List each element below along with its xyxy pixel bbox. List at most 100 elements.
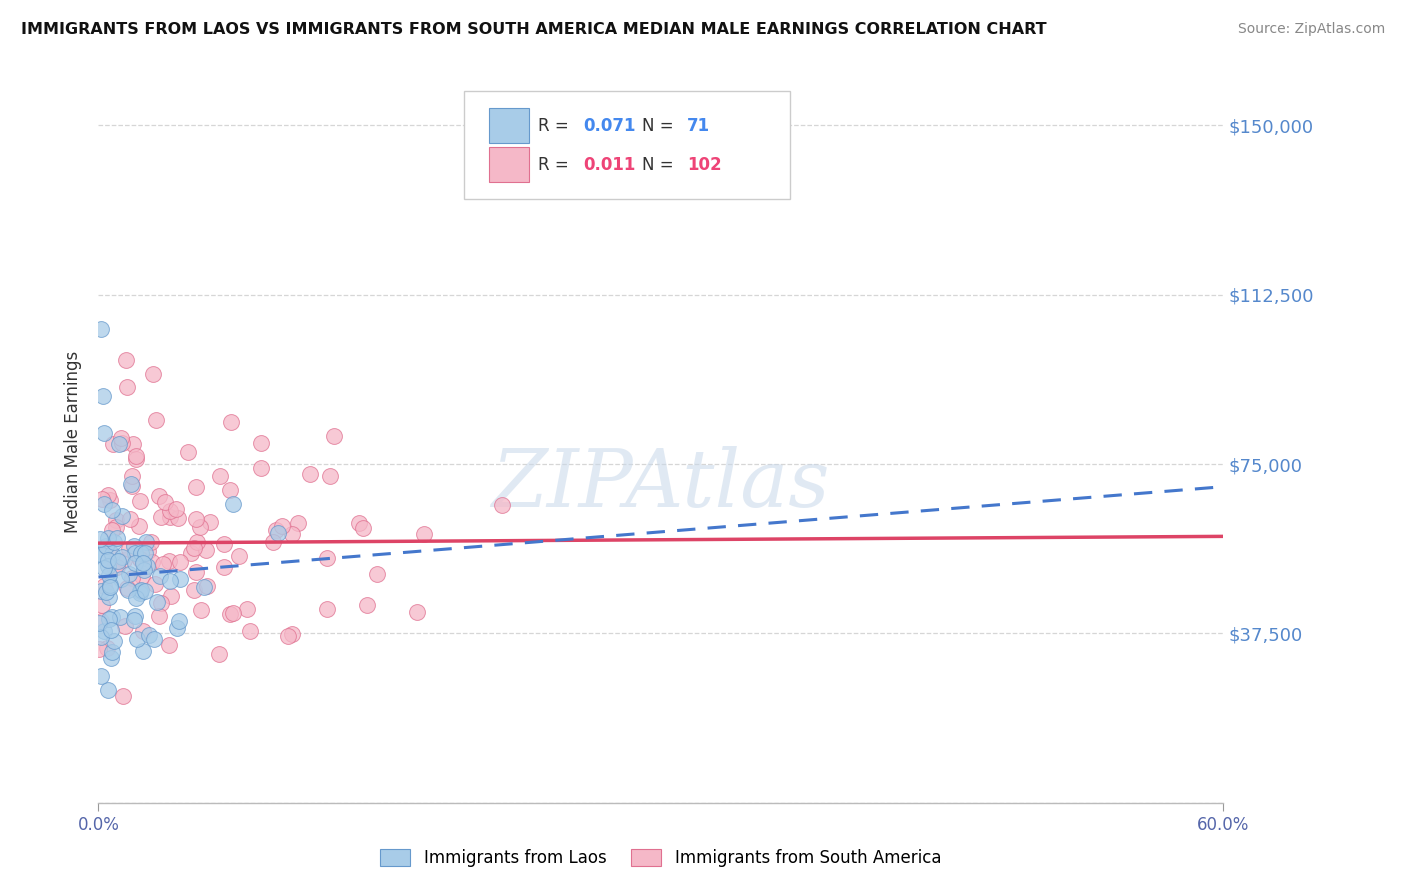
Point — [132, 557, 155, 571]
Point — [111, 435, 134, 450]
Point — [160, 590, 183, 604]
Point — [100, 623, 122, 637]
Point — [315, 551, 337, 566]
Point — [103, 634, 125, 648]
Point — [124, 546, 146, 560]
Point — [97, 682, 120, 697]
Point — [186, 566, 208, 580]
Point — [134, 583, 156, 598]
Point — [89, 532, 111, 546]
Point — [167, 615, 190, 629]
Point — [159, 510, 181, 524]
Text: R =: R = — [538, 117, 574, 135]
Text: 0.011: 0.011 — [583, 156, 636, 174]
Y-axis label: Median Male Earnings: Median Male Earnings — [65, 351, 83, 533]
Point — [222, 606, 245, 620]
Point — [111, 509, 134, 524]
Point — [138, 628, 160, 642]
Point — [98, 578, 121, 592]
FancyBboxPatch shape — [489, 147, 529, 182]
Point — [105, 513, 128, 527]
Point — [96, 585, 118, 599]
Point — [90, 321, 112, 335]
Point — [190, 520, 212, 534]
Point — [120, 477, 142, 491]
Point — [142, 368, 165, 382]
FancyBboxPatch shape — [464, 91, 790, 200]
Point — [195, 578, 218, 592]
Point — [153, 495, 176, 509]
Point — [124, 608, 146, 623]
Point — [134, 563, 156, 577]
Point — [129, 546, 152, 560]
Point — [413, 527, 436, 541]
Point — [281, 627, 304, 641]
Point — [121, 479, 143, 493]
Point — [136, 543, 159, 558]
Point — [349, 516, 371, 531]
Point — [228, 549, 250, 563]
Point — [101, 547, 124, 561]
Point — [121, 436, 143, 450]
Point — [107, 554, 129, 568]
Point — [319, 469, 342, 483]
Point — [198, 515, 221, 529]
Point — [101, 645, 124, 659]
Point — [142, 632, 165, 646]
Point — [101, 503, 124, 517]
Text: R =: R = — [538, 156, 574, 174]
Point — [266, 524, 288, 538]
Point — [97, 488, 120, 502]
Point — [249, 435, 271, 450]
Point — [129, 552, 152, 566]
Point — [356, 599, 378, 613]
Point — [89, 616, 111, 631]
Point — [406, 605, 429, 619]
Point — [186, 480, 208, 494]
Point — [93, 561, 115, 575]
Point — [134, 546, 156, 560]
Point — [194, 543, 217, 558]
Point — [97, 553, 120, 567]
Point — [159, 574, 181, 588]
FancyBboxPatch shape — [489, 109, 529, 143]
Point — [129, 552, 152, 566]
Point — [219, 415, 242, 429]
Point — [108, 436, 131, 450]
Point — [118, 542, 141, 557]
Point — [146, 595, 169, 609]
Point — [98, 612, 121, 626]
Point — [97, 558, 120, 573]
Point — [90, 598, 112, 612]
Text: IMMIGRANTS FROM LAOS VS IMMIGRANTS FROM SOUTH AMERICA MEDIAN MALE EARNINGS CORRE: IMMIGRANTS FROM LAOS VS IMMIGRANTS FROM … — [21, 22, 1046, 37]
Point — [143, 577, 166, 591]
Point — [103, 535, 125, 549]
Point — [316, 602, 339, 616]
Point — [239, 624, 262, 639]
Point — [125, 450, 148, 464]
Point — [132, 644, 155, 658]
Point — [94, 539, 117, 553]
Point — [139, 535, 162, 549]
Point — [90, 547, 112, 561]
Point — [108, 610, 131, 624]
Point — [129, 583, 152, 598]
Point — [176, 445, 198, 459]
Point — [104, 519, 127, 533]
Point — [89, 641, 111, 656]
Point — [190, 603, 212, 617]
Point — [98, 568, 121, 582]
Point — [122, 539, 145, 553]
Point — [262, 535, 284, 549]
Point — [148, 489, 170, 503]
Point — [114, 619, 136, 633]
Point — [131, 569, 153, 583]
Point — [166, 621, 188, 635]
Point — [366, 566, 388, 581]
Text: 102: 102 — [686, 156, 721, 174]
Text: 0.071: 0.071 — [583, 117, 636, 135]
Point — [183, 582, 205, 597]
Point — [110, 549, 132, 564]
Point — [135, 534, 157, 549]
Point — [128, 519, 150, 533]
